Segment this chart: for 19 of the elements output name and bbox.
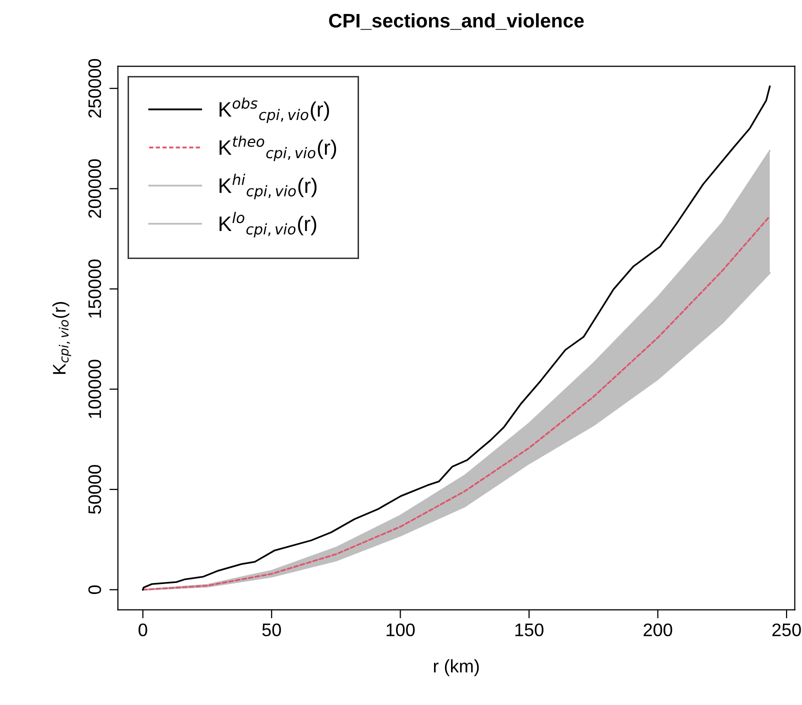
chart-title: CPI_sections_and_violence [329,13,584,30]
x-tick-label: 100 [386,623,415,636]
y-tick-label: 200000 [88,159,102,218]
x-tick-label: 50 [262,623,281,636]
legend-label: K$^{obs}$$_{cpi,vio}$(r) [220,98,330,124]
legend-label: K$^{theo}$$_{cpi,vio}$(r) [220,136,336,162]
y-tick-label: 50000 [88,465,102,514]
legend-label: K$^{hi}$$_{cpi,vio}$(r) [220,174,317,200]
y-tick-label: 250000 [88,58,102,118]
y-tick-label: 150000 [88,260,102,318]
x-tick-label: 0 [138,623,148,636]
x-tick-label: 200 [644,623,672,636]
y-axis-title: K$_{cpi,vio}$(r) [52,302,72,374]
y-tick-label: 0 [88,585,102,594]
y-tick-label: 100000 [88,360,102,418]
x-tick-label: 250 [772,623,801,636]
x-axis-title: r (km) [434,659,479,676]
x-tick-label: 150 [515,623,544,636]
legend-label: K$^{lo}$$_{cpi,vio}$(r) [220,212,316,238]
